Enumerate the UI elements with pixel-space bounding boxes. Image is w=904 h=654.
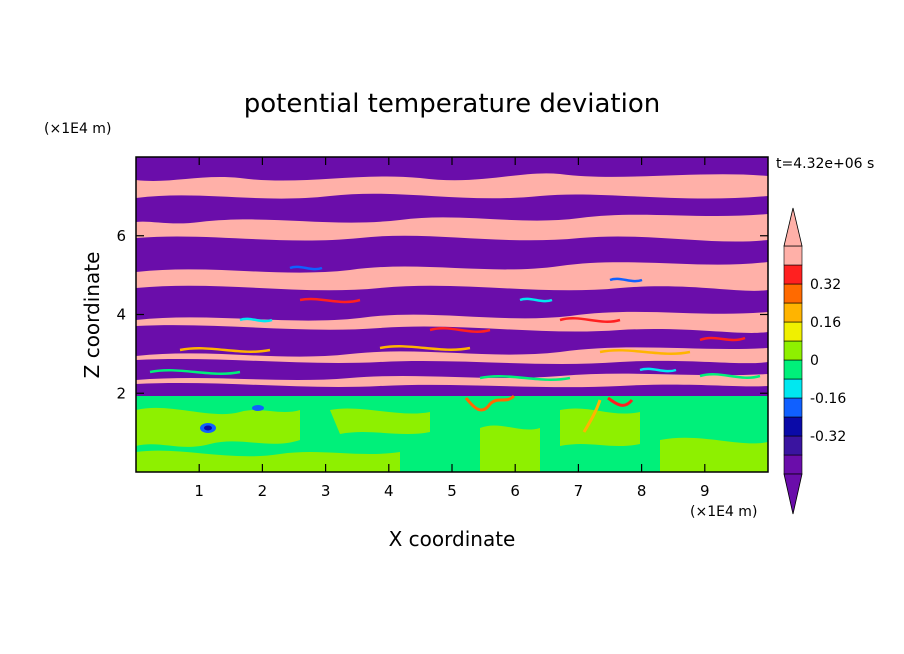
x-axis-label: X coordinate (389, 527, 516, 551)
x-tick-label: 1 (194, 482, 204, 500)
colorbar-segment (783, 454, 803, 475)
time-label: t=4.32e+06 s (776, 156, 874, 172)
colorbar-segment (783, 416, 803, 437)
band-2 (136, 235, 768, 273)
band-6 (136, 383, 768, 396)
colorbar: 0.32 0.16 0 -0.16 -0.32 (783, 207, 846, 515)
front-cyan (239, 297, 677, 373)
purple-bands (136, 157, 768, 396)
z-axis-label: Z coordinate (80, 252, 104, 379)
colorbar-segment (783, 302, 803, 323)
boundary-plumes (464, 394, 634, 433)
front-blue (289, 265, 643, 283)
front-orange (179, 345, 691, 355)
x-axis-ticks: 1 2 3 4 5 6 7 8 9 (194, 157, 710, 500)
patch-4 (480, 425, 540, 472)
colorbar-segment (783, 245, 803, 266)
patch-6 (660, 437, 768, 472)
colorbar-segment (783, 340, 803, 361)
colorbar-tick-label: 0.32 (810, 277, 841, 293)
colorbar-tick-label: -0.16 (810, 391, 846, 407)
x-tick-label: 6 (510, 482, 520, 500)
band-4 (136, 325, 768, 357)
colorbar-extend-top (783, 207, 803, 247)
colorbar-segment (783, 283, 803, 304)
x-tick-label: 2 (258, 482, 268, 500)
colorbar-extend-bottom (783, 473, 803, 515)
cold-spot-core (204, 425, 212, 431)
plume-2 (582, 399, 602, 433)
patch-5 (560, 408, 640, 446)
x-tick-label: 7 (574, 482, 584, 500)
colorbar-segment (783, 378, 803, 399)
patch-2 (136, 450, 400, 472)
z-tick-label: 4 (116, 306, 126, 324)
x-tick-label: 4 (384, 482, 394, 500)
x-tick-label: 5 (447, 482, 457, 500)
colorbar-segment (783, 397, 803, 418)
front-green (149, 369, 761, 381)
colorbar-tick-label: 0 (810, 353, 819, 369)
x-unit-label: (×1E4 m) (690, 504, 757, 520)
colorbar-tick-label: 0.16 (810, 315, 841, 331)
band-1 (136, 193, 768, 224)
chart-title: potential temperature deviation (244, 89, 660, 119)
band-5 (136, 359, 768, 380)
band-top (136, 157, 768, 181)
colorbar-segment (783, 359, 803, 380)
z-axis-ticks: 2 4 6 (116, 227, 768, 402)
cold-spot-2 (252, 405, 264, 411)
x-tick-label: 9 (700, 482, 710, 500)
boundary-layer-patches (136, 407, 768, 472)
z-tick-label: 2 (116, 384, 126, 402)
x-tick-label: 3 (321, 482, 331, 500)
colorbar-tick-label: -0.32 (810, 429, 846, 445)
x-tick-label: 8 (637, 482, 647, 500)
z-unit-label: (×1E4 m) (44, 121, 111, 137)
z-tick-label: 6 (116, 227, 126, 245)
patch-1 (136, 407, 300, 447)
colorbar-segment (783, 264, 803, 285)
colorbar-segment (783, 435, 803, 456)
patch-3 (330, 408, 430, 434)
front-red (299, 297, 746, 342)
plot-area (136, 157, 768, 472)
plume-1 (464, 394, 516, 412)
mixing-fronts (149, 265, 761, 381)
colorbar-segment (783, 321, 803, 342)
band-3 (136, 285, 768, 321)
plume-3 (607, 396, 634, 407)
